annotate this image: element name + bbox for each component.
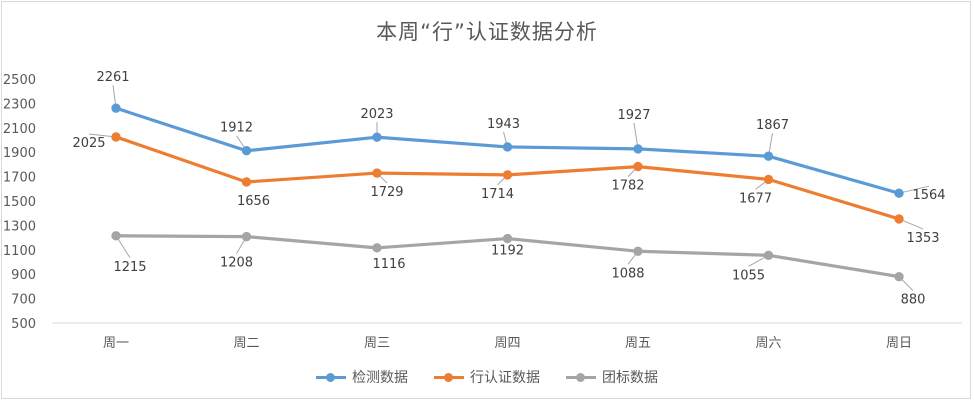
x-tick-label: 周四 [494,336,520,351]
x-tick-label: 周一 [103,336,129,351]
x-tick-label: 周三 [364,336,390,351]
y-tick-label: 700 [11,293,36,308]
x-tick-label: 周二 [233,336,259,351]
data-label-leader [898,185,930,194]
data-label: 1729 [370,185,403,200]
data-point-inspection [633,144,643,154]
data-label: 1867 [756,118,789,133]
legend-item-certification: 行认证数据 [434,367,540,387]
data-point-group-standard [372,243,382,253]
data-point-certification [894,214,904,224]
y-tick-label: 1100 [3,244,36,259]
data-label: 1208 [220,256,253,271]
y-tick-label: 2300 [3,97,36,112]
data-label: 1714 [481,187,514,202]
y-tick-label: 1900 [3,146,36,161]
data-point-group-standard [502,233,513,244]
legend-marker-inspection [316,372,346,382]
data-label: 1116 [372,257,405,272]
data-point-certification [633,161,643,172]
legend-label-inspection: 检测数据 [352,370,408,386]
data-point-inspection [763,151,774,161]
data-label: 1782 [611,179,644,194]
data-point-inspection [502,142,513,152]
data-point-inspection [111,103,121,113]
data-point-group-standard [763,250,774,260]
data-point-certification [372,168,382,178]
x-tick-label: 周五 [625,336,651,351]
y-tick-label: 500 [11,317,36,332]
y-tick-label: 1700 [3,171,36,186]
data-label: 1677 [739,191,772,206]
data-label: 2025 [72,136,105,151]
data-point-group-standard [111,231,121,241]
y-tick-label: 2100 [3,122,36,137]
legend-item-inspection: 检测数据 [316,367,408,387]
data-label: 1055 [732,268,765,283]
data-point-certification [241,177,252,187]
x-tick-label: 周六 [755,336,781,351]
legend-item-group-standard: 团标数据 [566,367,658,387]
data-point-certification [111,132,121,142]
chart-title: 本周“行”认证数据分析 [376,20,598,44]
data-point-inspection [894,188,904,198]
data-label: 1656 [237,194,270,209]
x-tick-label: 周日 [886,336,912,351]
data-label: 1943 [487,117,520,132]
legend: 检测数据 行认证数据 团标数据 [0,367,974,387]
data-point-inspection [241,146,252,156]
data-point-certification [502,170,513,180]
y-tick-label: 1500 [3,195,36,210]
data-label: 2023 [360,107,393,122]
legend-label-certification: 行认证数据 [470,370,540,386]
legend-label-group-standard: 团标数据 [602,370,658,386]
legend-marker-group-standard [566,372,596,382]
data-label: 1927 [617,108,650,123]
data-label: 2261 [96,70,129,85]
data-point-group-standard [894,271,904,282]
y-tick-label: 900 [11,268,36,283]
data-label: 1912 [220,121,253,136]
data-label: 880 [901,293,926,308]
data-label: 1353 [906,231,939,246]
y-tick-label: 1300 [3,219,36,234]
data-point-group-standard [633,246,643,256]
data-label: 1088 [611,266,644,281]
data-label: 1564 [912,188,945,203]
data-point-group-standard [241,231,252,242]
legend-marker-certification [434,372,464,382]
data-point-inspection [372,132,382,142]
y-tick-label: 2500 [3,73,36,88]
data-label: 1192 [491,244,524,259]
data-point-certification [763,174,774,185]
data-label: 1215 [113,260,146,275]
